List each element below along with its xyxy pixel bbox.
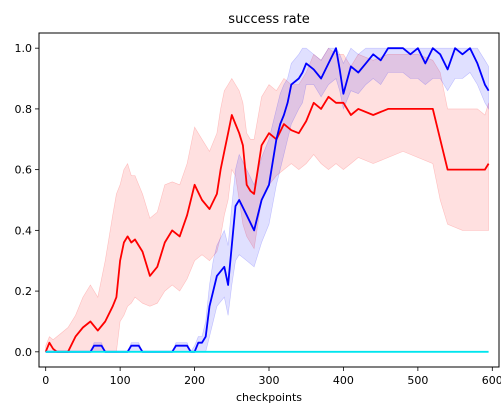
x-tick-label: 600 xyxy=(482,374,501,387)
x-tick-label: 400 xyxy=(333,374,354,387)
series-lines xyxy=(44,47,490,353)
confidence-bands xyxy=(45,47,489,353)
y-tick-label: 0.8 xyxy=(15,103,33,116)
series-1-band xyxy=(45,47,489,353)
series-2-band xyxy=(45,47,489,353)
x-tick-label: 100 xyxy=(110,374,131,387)
y-tick-label: 0.4 xyxy=(15,224,33,237)
y-tick-label: 0.6 xyxy=(15,164,33,177)
series-1-line xyxy=(44,95,490,353)
y-tick-label: 0.0 xyxy=(15,346,33,359)
x-axis-label: checkpoints xyxy=(236,391,302,404)
series-2-line xyxy=(45,47,490,353)
x-tick-label: 0 xyxy=(42,374,49,387)
x-axis-ticks: 0 100 200 300 400 500 600 xyxy=(42,367,501,387)
y-tick-label: 0.2 xyxy=(15,285,33,298)
x-tick-label: 200 xyxy=(184,374,205,387)
x-tick-label: 300 xyxy=(259,374,280,387)
x-tick-label: 500 xyxy=(407,374,428,387)
y-tick-label: 1.0 xyxy=(15,42,33,55)
chart-title: success rate xyxy=(228,12,309,27)
y-axis-ticks: 0.0 0.2 0.4 0.6 0.8 1.0 xyxy=(15,42,39,359)
